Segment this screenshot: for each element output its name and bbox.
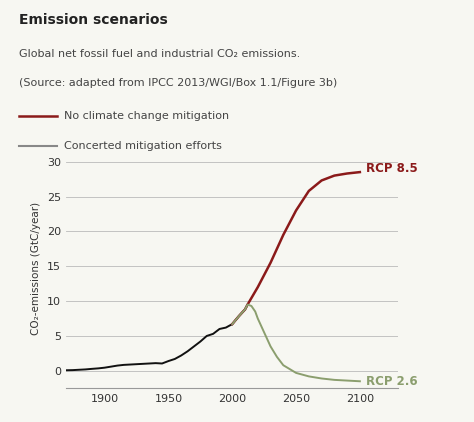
Text: Emission scenarios: Emission scenarios <box>19 13 168 27</box>
Text: Global net fossil fuel and industrial CO₂ emissions.: Global net fossil fuel and industrial CO… <box>19 49 300 59</box>
Y-axis label: CO₂-emissions (GtC/year): CO₂-emissions (GtC/year) <box>31 201 41 335</box>
Text: RCP 8.5: RCP 8.5 <box>366 162 418 175</box>
Text: RCP 2.6: RCP 2.6 <box>366 376 418 389</box>
Text: No climate change mitigation: No climate change mitigation <box>64 111 229 121</box>
Text: (Source: adapted from IPCC 2013/WGI/Box 1.1/Figure 3b): (Source: adapted from IPCC 2013/WGI/Box … <box>19 78 337 88</box>
Text: Concerted mitigation efforts: Concerted mitigation efforts <box>64 141 222 151</box>
